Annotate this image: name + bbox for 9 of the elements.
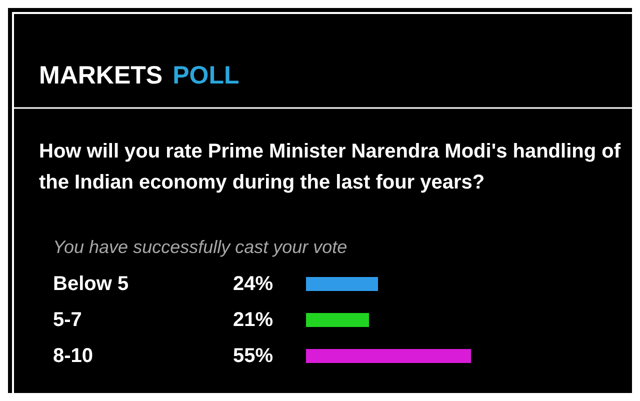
y-tick-label: 8-10 [53, 345, 94, 367]
data-label: 21% [232, 309, 274, 331]
text: You have successfully cast your vote [53, 237, 348, 257]
y-tick-label: 5-7 [53, 309, 82, 331]
chart-subtitle: How will you rate Prime Minister Narendra Modi's handling of the Indian economy during the last four years? [39, 140, 626, 194]
y-tick-label: Below 5 [53, 273, 129, 295]
chart-title: MARKETS POLL [39, 62, 240, 90]
data-label: 24% [232, 273, 274, 295]
data-label: 55% [232, 345, 274, 367]
